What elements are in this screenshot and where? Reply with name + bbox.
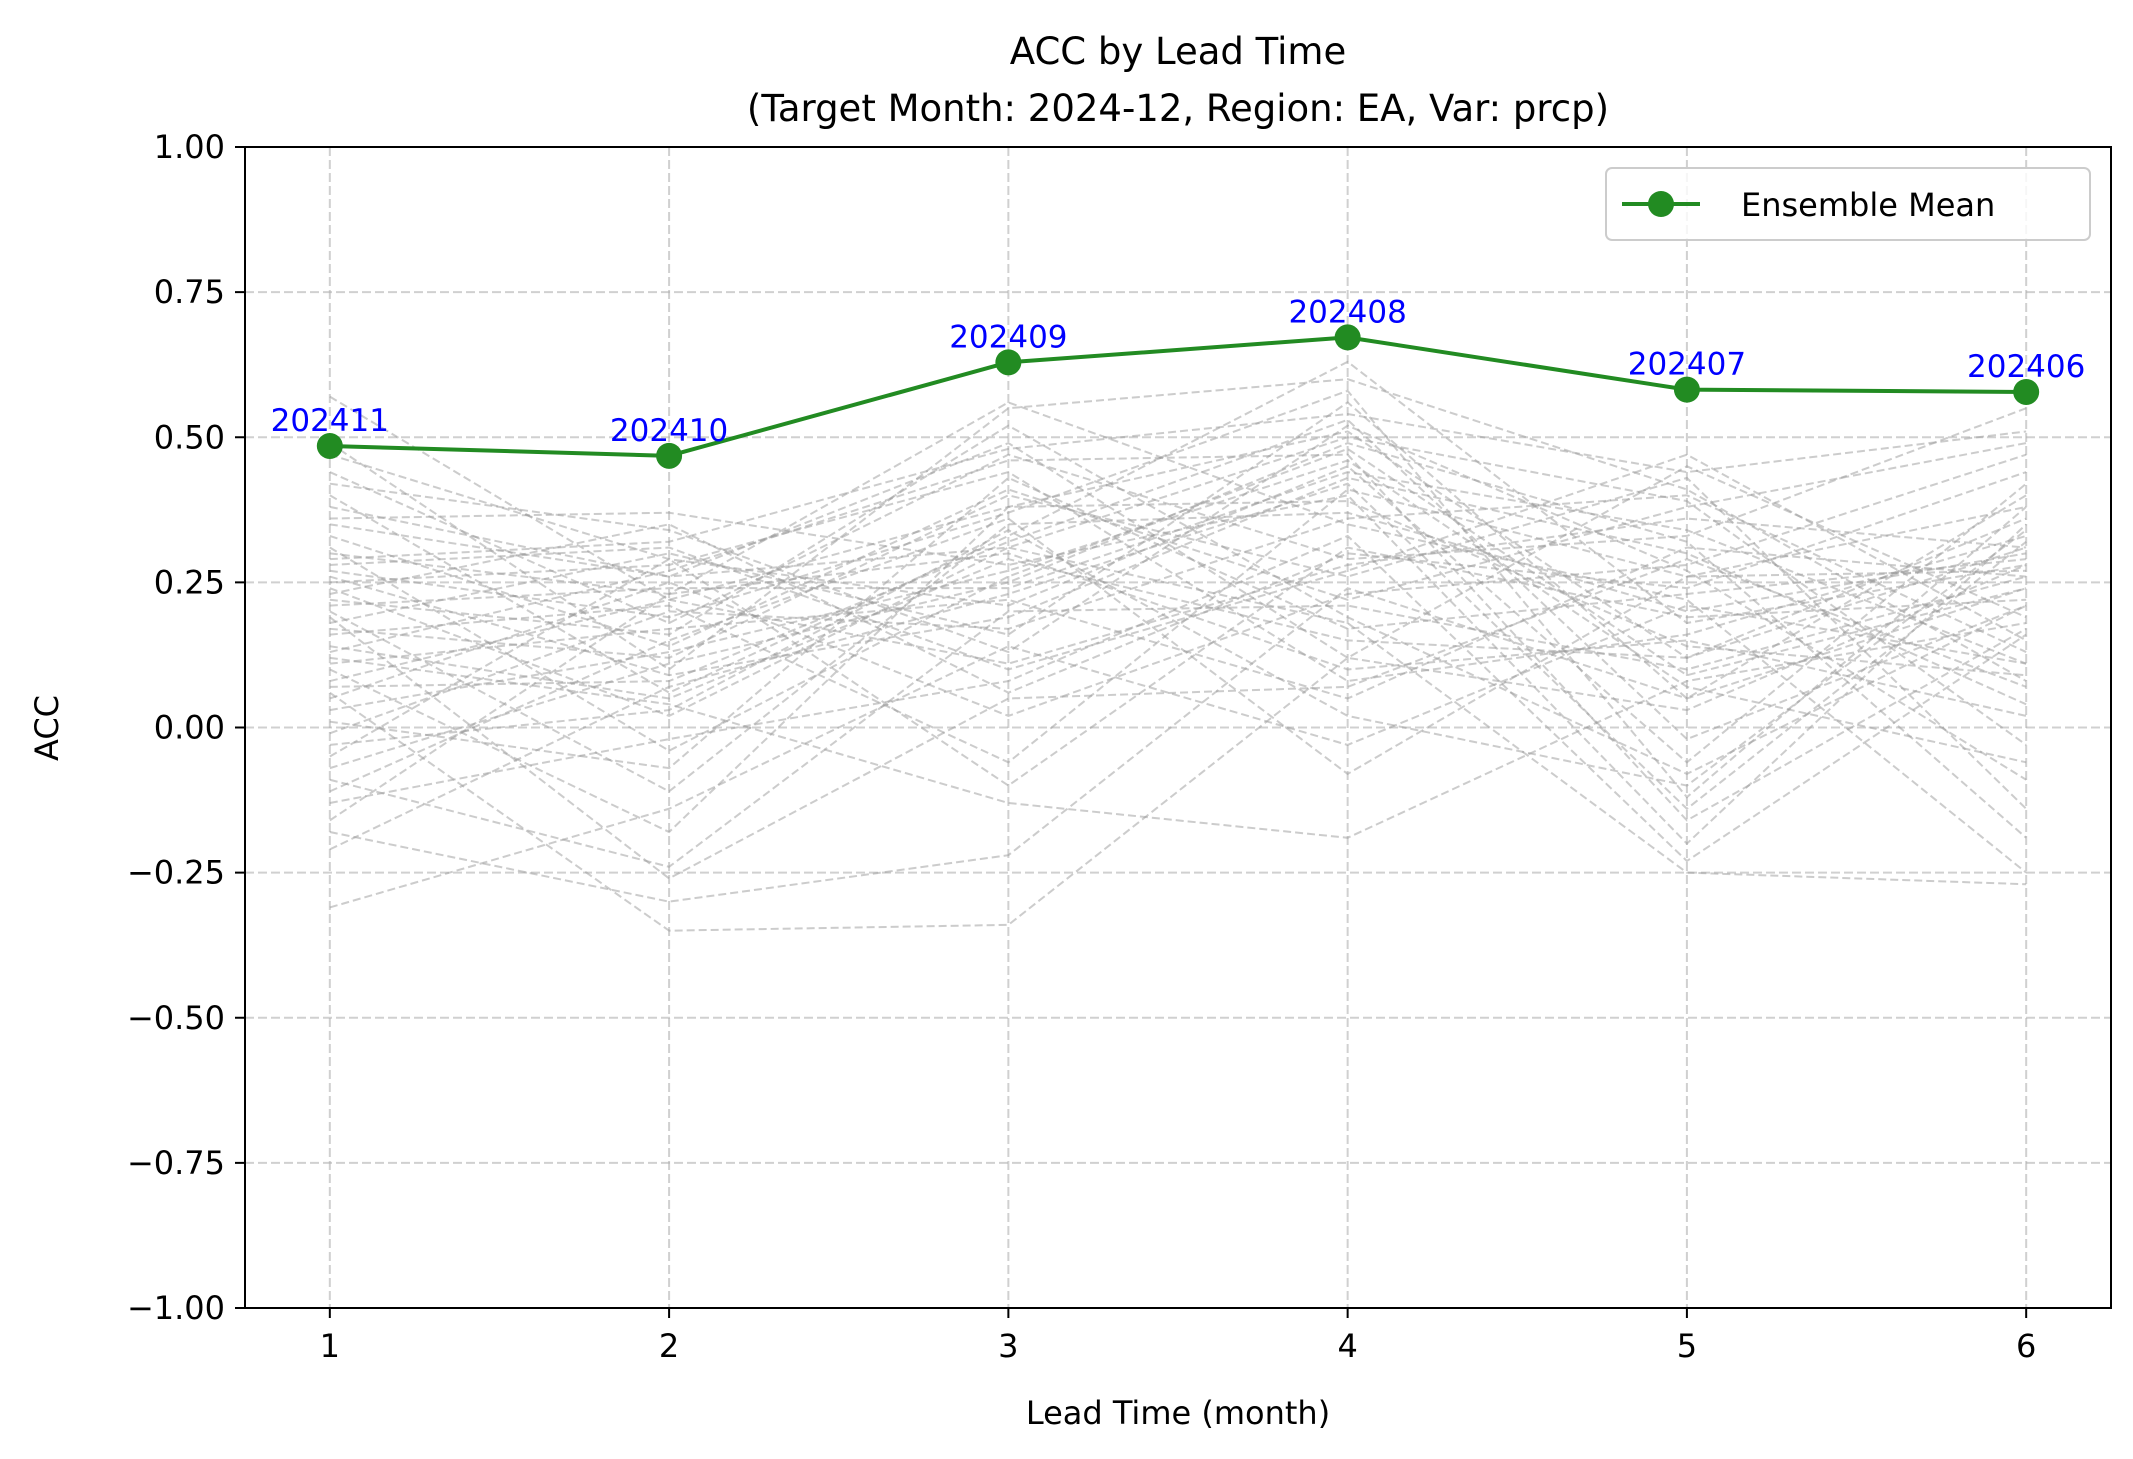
ensemble-member-line [329,546,2027,787]
y-tick-label: 1.00 [154,128,225,166]
ensemble-mean-point [316,432,343,459]
ensemble-member-line [329,401,2027,700]
ensemble-member-line [329,413,2027,561]
point-label: 202409 [949,319,1067,355]
ensemble-member-line [329,528,2027,787]
point-label: 202411 [271,403,389,439]
point-labels: 202411 202410 202409 202408 202407 202406 [271,294,2086,448]
y-tick-label: 0.50 [154,418,225,456]
ensemble-member-line [329,459,2027,764]
legend-marker-swatch [1648,191,1674,217]
ensemble-mean-point [995,349,1022,376]
ensemble-member-line [329,546,2027,700]
ensemble-member-line [329,523,2027,886]
x-tick-label: 2 [659,1327,679,1365]
ensemble-member-line [329,389,2027,799]
x-tick-label: 6 [2016,1327,2036,1365]
ensemble-mean-point [1673,376,1700,403]
x-tick-label: 3 [998,1327,1018,1365]
ensemble-member-line [329,482,2027,851]
legend: Ensemble Mean [1605,167,2091,241]
y-axis-label: ACC [28,695,66,761]
x-tick-label: 1 [320,1327,340,1365]
x-tick-label: 5 [1677,1327,1697,1365]
y-tick-label: −0.75 [127,1144,225,1182]
y-tick-label: −1.00 [127,1289,225,1327]
ensemble-member-line [329,476,2027,706]
ensemble-mean-point [656,442,683,469]
point-label: 202406 [1967,349,2085,385]
point-label: 202408 [1288,294,1406,330]
y-tick-label: 0.00 [154,709,225,747]
ensemble-member-line [329,517,2027,700]
ensemble-member-line [329,453,2027,822]
ensemble-member-line [329,564,2027,932]
ensemble-mean-point [2013,378,2040,405]
ensemble-member-line [329,407,2027,625]
chart-subtitle: (Target Month: 2024-12, Region: EA, Var:… [747,87,1609,130]
ensemble-member-line [329,441,2027,839]
ensemble-member-line [329,476,2027,770]
ensemble-member-line [329,604,2027,909]
ensemble-member-line [329,471,2027,683]
ensemble-member-line [329,517,2027,683]
legend-label-ensemble-mean: Ensemble Mean [1741,186,1995,224]
ensemble-mean-line [329,335,2027,458]
point-label: 202407 [1628,347,1746,383]
ensemble-mean-point [1334,324,1361,351]
ensemble-member-line [329,424,2027,776]
ensemble-member-lines [329,360,2027,932]
ensemble-member-line [329,587,2027,903]
y-tick-label: −0.25 [127,854,225,892]
y-tick-label: 0.75 [154,273,225,311]
ensemble-member-line [329,534,2027,863]
point-label: 202410 [610,413,728,449]
x-tick-label: 4 [1337,1327,1357,1365]
legend-box [1605,167,2091,241]
x-axis-label: Lead Time (month) [1026,1394,1330,1432]
ensemble-member-line [329,476,2027,810]
ensemble-member-line [329,488,2027,764]
ensemble-mean-series [316,324,2040,469]
ensemble-member-line [329,453,2027,671]
ensemble-member-line [329,552,2027,822]
y-tick-label: −0.50 [127,999,225,1037]
ensemble-member-line [329,453,2027,717]
ensemble-member-line [329,622,2027,839]
axes-ticks: −1.00 −0.75 −0.50 −0.25 0.00 0.25 0.50 0.75 1.00… [127,128,2036,1365]
ensemble-member-line [329,447,2027,752]
ensemble-member-line [329,471,2027,694]
ensemble-member-line [329,500,2027,834]
ensemble-member-line [329,436,2027,746]
ensemble-member-line [329,558,2027,880]
y-tick-label: 0.25 [154,563,225,601]
chart-title: ACC by Lead Time [1010,30,1346,73]
